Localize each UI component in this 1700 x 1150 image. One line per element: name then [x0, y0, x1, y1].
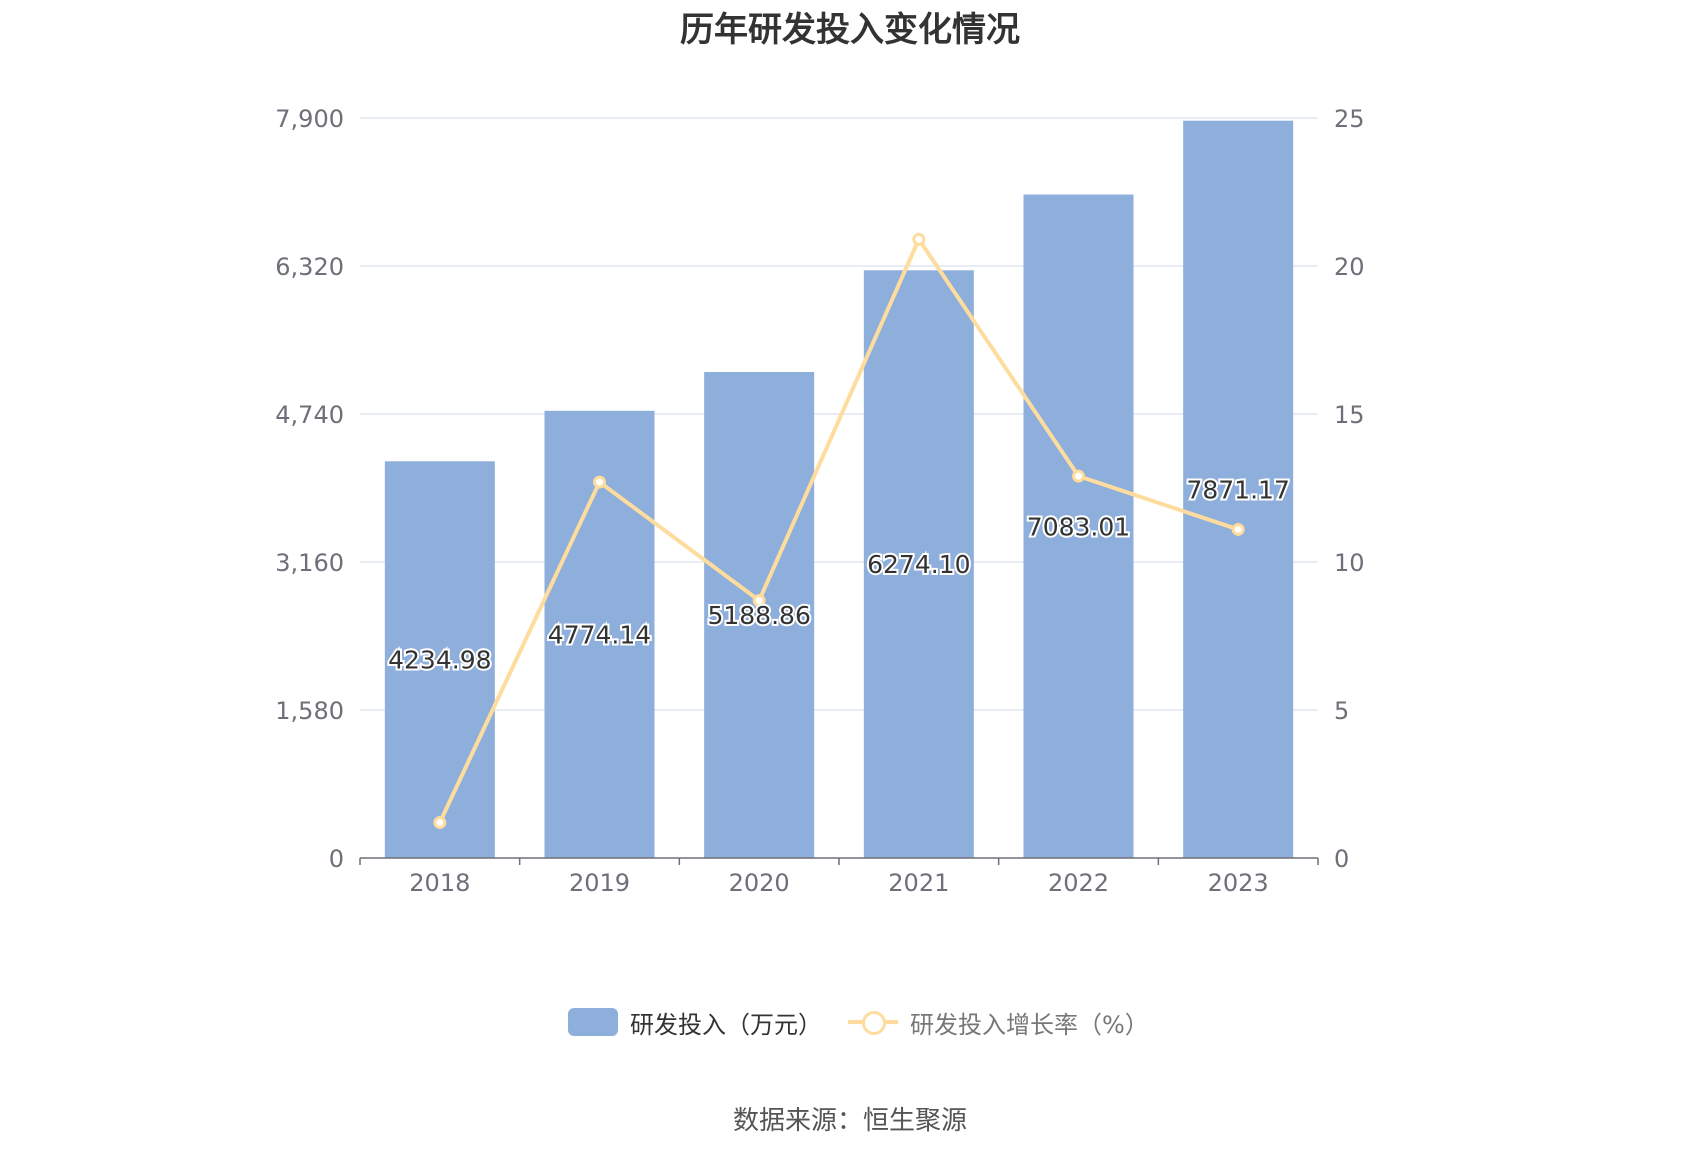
growth-point: [752, 593, 766, 607]
x-tick-label: 2023: [1208, 869, 1269, 897]
bar: [384, 461, 495, 858]
y-right-tick-label: 20: [1334, 253, 1365, 281]
bar-data-label: 5188.86: [707, 601, 810, 630]
source-note: 数据来源：恒生聚源: [732, 1106, 967, 1136]
x-tick-label: 2022: [1048, 869, 1109, 897]
bar: [863, 270, 974, 858]
growth-line: [438, 237, 1239, 824]
legend-line-label: 研发投入增长率（%）: [910, 1010, 1149, 1039]
y-left-tick-label: 3,160: [275, 549, 344, 577]
x-tick-label: 2020: [729, 869, 790, 897]
x-tick-label: 2018: [409, 869, 470, 897]
x-tick-label: 2019: [569, 869, 630, 897]
growth-point: [1072, 469, 1085, 483]
growth-point: [593, 475, 606, 489]
y-right-tick-label: 10: [1334, 549, 1365, 577]
bar-data-label: 7083.01: [1027, 512, 1130, 541]
bar-data-label: 6274.10: [867, 550, 970, 579]
bar: [704, 371, 815, 858]
y-left-tick-label: 7,900: [275, 105, 344, 133]
y-left-tick-label: 6,320: [275, 253, 344, 281]
y-right-tick-label: 0: [1334, 845, 1349, 873]
legend-item-bar[interactable]: 研发投入（万元）: [568, 1000, 822, 1044]
y-left-tick-label: 1,580: [275, 697, 344, 725]
bar-data-label: 4234.98: [388, 646, 491, 675]
bar-data-label: 4774.14: [548, 620, 651, 649]
legend-line-swatch: [848, 1008, 898, 1036]
growth-point: [433, 815, 447, 829]
legend-bar-swatch: [568, 1008, 618, 1036]
y-left-tick-label: 4,740: [275, 401, 344, 429]
y-right-tick-label: 5: [1334, 697, 1349, 725]
x-tick-label: 2021: [888, 869, 949, 897]
bar: [1023, 194, 1134, 858]
bar: [1183, 120, 1294, 858]
y-right-tick-label: 25: [1334, 105, 1365, 133]
chart-title: 历年研发投入变化情况: [680, 10, 1020, 50]
growth-point: [912, 232, 926, 246]
y-left-tick-label: 0: [329, 845, 344, 873]
legend: 研发投入（万元） 研发投入增长率（%）: [0, 1000, 1700, 1044]
legend-item-line[interactable]: 研发投入增长率（%）: [848, 1000, 1149, 1044]
growth-point: [1231, 522, 1245, 536]
bar-data-label: 7871.17: [1186, 475, 1289, 504]
legend-bar-label: 研发投入（万元）: [630, 1010, 822, 1039]
y-right-tick-label: 15: [1334, 401, 1365, 429]
chart-canvas: 0 1,580 3,160 4,740 6,320 7,900 0 5 10 15 20 25 2018…: [275, 105, 1365, 897]
